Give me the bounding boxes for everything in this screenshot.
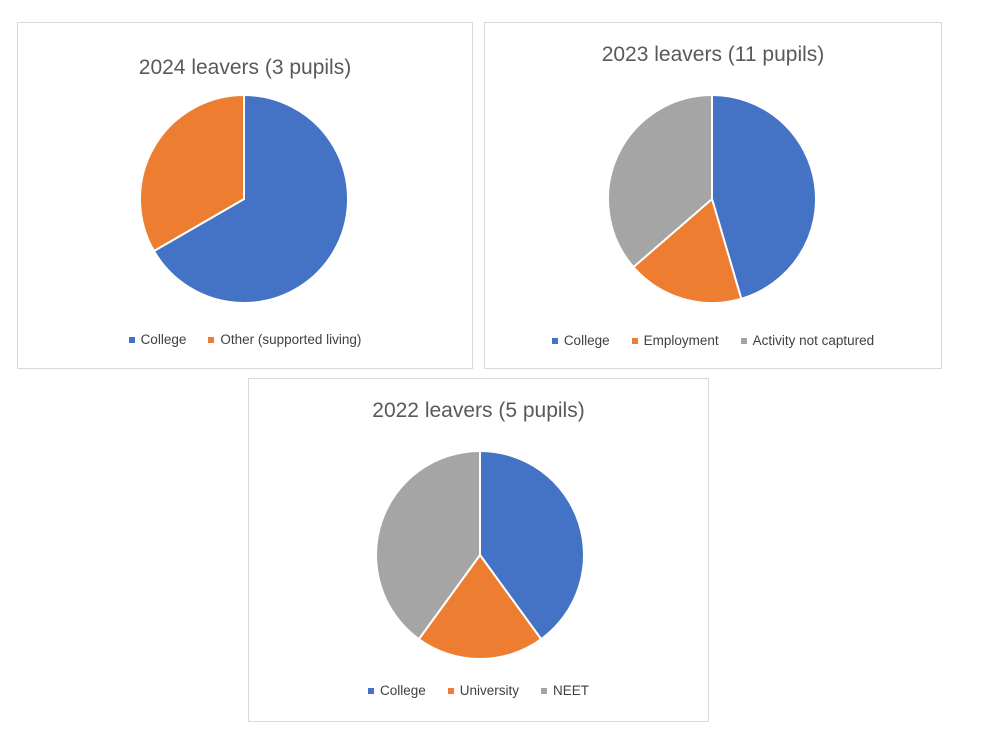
legend-swatch xyxy=(447,687,454,694)
legend-swatch xyxy=(541,687,548,694)
legend-swatch xyxy=(551,337,558,344)
legend-item: College xyxy=(128,332,187,347)
chart-2023-leavers: 2023 leavers (11 pupils) College Employme… xyxy=(484,22,942,369)
chart-title: 2023 leavers (11 pupils) xyxy=(601,43,825,66)
legend-label: College xyxy=(563,333,610,348)
legend-item: University xyxy=(447,683,520,698)
pie-slice-college xyxy=(152,93,349,304)
chart-title: 2024 leavers (3 pupils) xyxy=(138,56,352,79)
chart-2022-leavers: 2022 leavers (5 pupils) College Universit… xyxy=(248,378,709,722)
legend-item: College xyxy=(551,333,610,348)
pie-slice-college xyxy=(479,449,585,641)
legend-swatch xyxy=(631,337,638,344)
pie-slice-activity-not-captured xyxy=(607,93,713,269)
chart-2024-leavers: 2024 leavers (3 pupils) College Other (su… xyxy=(17,22,473,369)
legend-swatch xyxy=(128,336,135,343)
legend-label: College xyxy=(140,332,187,347)
chart-legend: College Employment Activity not captured xyxy=(485,333,941,348)
legend-label: NEET xyxy=(553,683,590,698)
pie-slice-college xyxy=(711,93,817,301)
chart-title: 2022 leavers (5 pupils) xyxy=(372,399,585,422)
legend-swatch xyxy=(367,687,374,694)
legend-label: Employment xyxy=(643,333,719,348)
pie-chart xyxy=(139,93,349,304)
pie-slice-employment xyxy=(631,197,743,304)
pie-slice-neet xyxy=(375,449,481,641)
legend-item: Activity not captured xyxy=(740,333,875,348)
pie-chart xyxy=(607,93,817,304)
legend-item: Employment xyxy=(631,333,719,348)
legend-label: University xyxy=(459,683,520,698)
legend-item: NEET xyxy=(541,683,589,698)
legend-swatch xyxy=(740,337,747,344)
legend-label: Activity not captured xyxy=(752,333,875,348)
chart-legend: College Other (supported living) xyxy=(18,332,472,347)
legend-label: Other (supported living) xyxy=(220,332,362,347)
legend-swatch xyxy=(208,336,215,343)
legend-item: Other (supported living) xyxy=(208,332,361,347)
pie-slice-university xyxy=(417,553,543,660)
pie-slice-other-supported-living xyxy=(139,93,245,253)
pie-chart xyxy=(375,449,585,660)
legend-label: College xyxy=(379,683,426,698)
legend-item: College xyxy=(367,683,426,698)
chart-legend: College University NEET xyxy=(249,683,708,698)
